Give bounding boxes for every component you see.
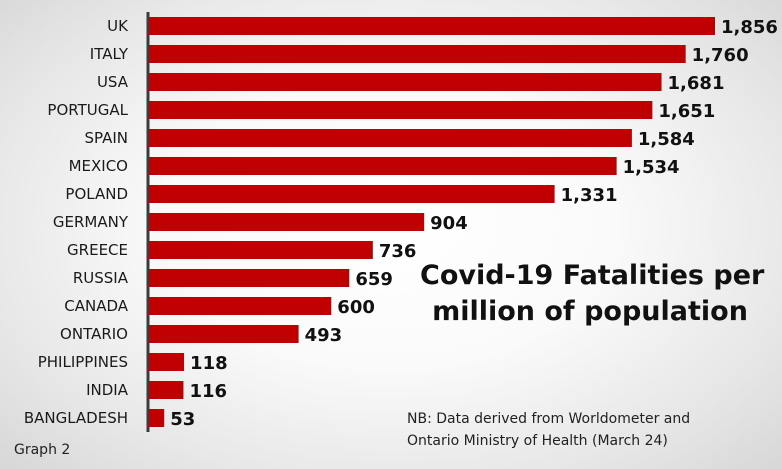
- bar-germany: [148, 213, 425, 231]
- bar-ontario: [148, 325, 299, 343]
- bar-poland: [148, 185, 555, 203]
- value-label: 1,681: [668, 73, 725, 94]
- bar-greece: [148, 241, 373, 259]
- value-label: 53: [170, 409, 195, 430]
- category-label: GREECE: [67, 241, 128, 259]
- category-label: GERMANY: [53, 213, 129, 231]
- category-label: MEXICO: [69, 157, 128, 175]
- category-label: INDIA: [86, 381, 129, 399]
- value-label: 736: [379, 241, 417, 262]
- category-label: ONTARIO: [60, 325, 128, 343]
- bar-portugal: [148, 101, 653, 119]
- bar-russia: [148, 269, 350, 287]
- chart-title: Covid-19 Fatalities per million of popul…: [420, 258, 765, 330]
- category-label: PHILIPPINES: [38, 353, 128, 371]
- category-label: BANGLADESH: [24, 409, 128, 427]
- value-label: 659: [355, 269, 393, 290]
- value-label: 600: [337, 297, 375, 318]
- value-label: 493: [305, 325, 343, 346]
- value-label: 118: [190, 353, 228, 374]
- category-label: PORTUGAL: [47, 101, 128, 119]
- bar-mexico: [148, 157, 617, 175]
- category-label: USA: [97, 73, 129, 91]
- graph-label: Graph 2: [14, 442, 71, 458]
- source-note-line-2: Ontario Ministry of Health (March 24): [407, 433, 668, 449]
- value-label: 1,651: [658, 101, 715, 122]
- source-note-line-1: NB: Data derived from Worldometer and: [407, 411, 691, 427]
- category-label: ITALY: [90, 45, 129, 63]
- value-label: 116: [189, 381, 227, 402]
- chart-title-line-1: Covid-19 Fatalities per: [420, 260, 765, 291]
- bar-uk: [148, 17, 715, 35]
- category-label: POLAND: [65, 185, 128, 203]
- value-label: 904: [430, 213, 468, 234]
- chart-title-line-2: million of population: [432, 296, 748, 327]
- value-label: 1,760: [692, 45, 749, 66]
- bar-philippines: [148, 353, 185, 371]
- value-label: 1,331: [561, 185, 618, 206]
- category-label: CANADA: [64, 297, 129, 315]
- bar-usa: [148, 73, 662, 91]
- bar-spain: [148, 129, 632, 147]
- source-note: NB: Data derived from Worldometer and On…: [407, 408, 777, 452]
- category-label: RUSSIA: [73, 269, 129, 287]
- value-label: 1,534: [623, 157, 680, 178]
- bar-canada: [148, 297, 332, 315]
- value-label: 1,856: [721, 17, 778, 38]
- bar-italy: [148, 45, 686, 63]
- value-label: 1,584: [638, 129, 695, 150]
- bar-bangladesh: [148, 409, 165, 427]
- bar-india: [148, 381, 184, 399]
- category-label: UK: [107, 17, 129, 35]
- category-label: SPAIN: [84, 129, 128, 147]
